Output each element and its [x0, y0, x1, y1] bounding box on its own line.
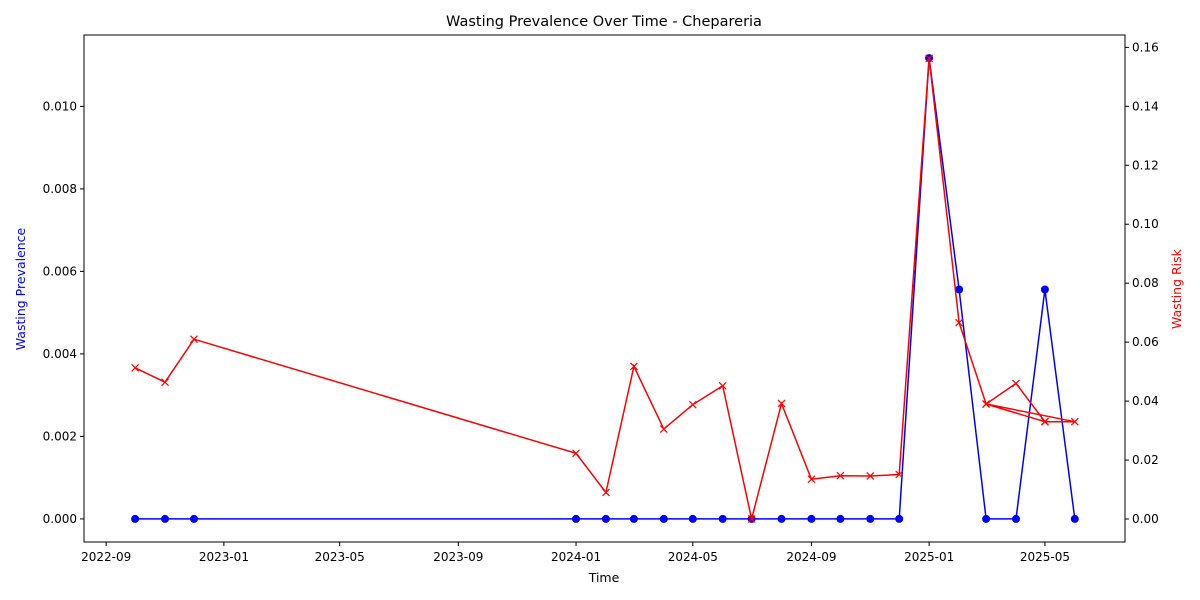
x-tick-label: 2024-01 — [551, 550, 601, 564]
risk-point — [925, 54, 934, 63]
prevalence-point — [131, 514, 140, 523]
right-y-tick-label: 0.14 — [1132, 99, 1159, 113]
x-tick-label: 2025-05 — [1020, 550, 1070, 564]
prevalence-point — [1040, 285, 1049, 294]
prevalence-point — [190, 514, 198, 523]
left-y-axis-label: Wasting Prevalence — [13, 227, 28, 350]
prevalence-point — [629, 514, 638, 523]
prevalence-point — [777, 514, 786, 523]
right-y-tick-label: 0.04 — [1132, 394, 1159, 408]
x-tick-label: 2023-09 — [433, 550, 483, 564]
prevalence-point — [866, 514, 875, 523]
prevalence-point — [807, 514, 816, 523]
prevalence-point — [836, 514, 845, 523]
risk-point — [572, 449, 580, 458]
right-y-tick-label: 0.02 — [1132, 453, 1159, 467]
risk-point — [131, 363, 140, 372]
risk-point — [747, 515, 756, 523]
prevalence-point — [718, 514, 727, 523]
right-y-tick-label: 0.16 — [1132, 40, 1159, 54]
left-y-tick-label: 0.000 — [43, 512, 77, 526]
prevalence-point — [1012, 514, 1020, 523]
risk-point — [777, 399, 786, 408]
risk-point — [1070, 417, 1079, 426]
right-y-tick-label: 0.08 — [1132, 276, 1159, 290]
risk-point — [718, 381, 727, 390]
x-tick-label: 2023-01 — [199, 550, 249, 564]
chart-title: Wasting Prevalence Over Time - Chepareri… — [446, 14, 762, 30]
right-y-tick-label: 0.00 — [1132, 512, 1159, 526]
prevalence-point — [659, 514, 668, 523]
prevalence-point — [955, 285, 964, 294]
left-y-tick-label: 0.004 — [43, 347, 77, 361]
risk-point — [190, 335, 198, 344]
prevalence-point — [1070, 514, 1079, 523]
left-y-tick-label: 0.002 — [43, 429, 77, 443]
left-y-tick-label: 0.010 — [43, 99, 77, 113]
x-tick-label: 2022-09 — [81, 550, 131, 564]
risk-point — [688, 400, 697, 409]
risk-point — [659, 425, 668, 434]
x-axis-label: Time — [588, 570, 620, 585]
right-y-tick-label: 0.10 — [1132, 217, 1159, 231]
right-y-tick-label: 0.06 — [1132, 335, 1159, 349]
prevalence-point — [688, 514, 697, 523]
prevalence-point — [601, 514, 610, 523]
risk-point — [982, 400, 990, 408]
right-y-tick-label: 0.12 — [1132, 158, 1159, 172]
x-tick-label: 2025-01 — [904, 550, 954, 564]
right-y-axis-label: Wasting Risk — [1169, 248, 1184, 329]
risk-point — [1012, 379, 1020, 388]
risk-point — [955, 318, 963, 327]
x-tick-label: 2023-05 — [315, 550, 365, 564]
prevalence-point — [572, 514, 580, 523]
prevalence-point — [982, 514, 991, 523]
risk-point — [630, 362, 638, 371]
prevalence-point — [895, 514, 904, 523]
risk-point — [836, 471, 845, 480]
risk-point — [866, 472, 875, 480]
left-y-tick-label: 0.008 — [43, 182, 77, 196]
plot-frame — [83, 34, 1126, 543]
plot-area: 2022-09 2023-01 2023-05 2023-09 2024-01 2024-… — [43, 34, 1159, 564]
prevalence-point — [161, 514, 169, 523]
risk-point — [602, 488, 610, 497]
risk-point — [161, 378, 169, 387]
x-tick-label: 2024-09 — [786, 550, 836, 564]
risk-point — [895, 470, 904, 479]
risk-point — [807, 475, 816, 484]
risk-point — [1040, 417, 1049, 426]
left-y-tick-label: 0.006 — [43, 264, 77, 278]
x-tick-label: 2024-05 — [668, 550, 718, 564]
